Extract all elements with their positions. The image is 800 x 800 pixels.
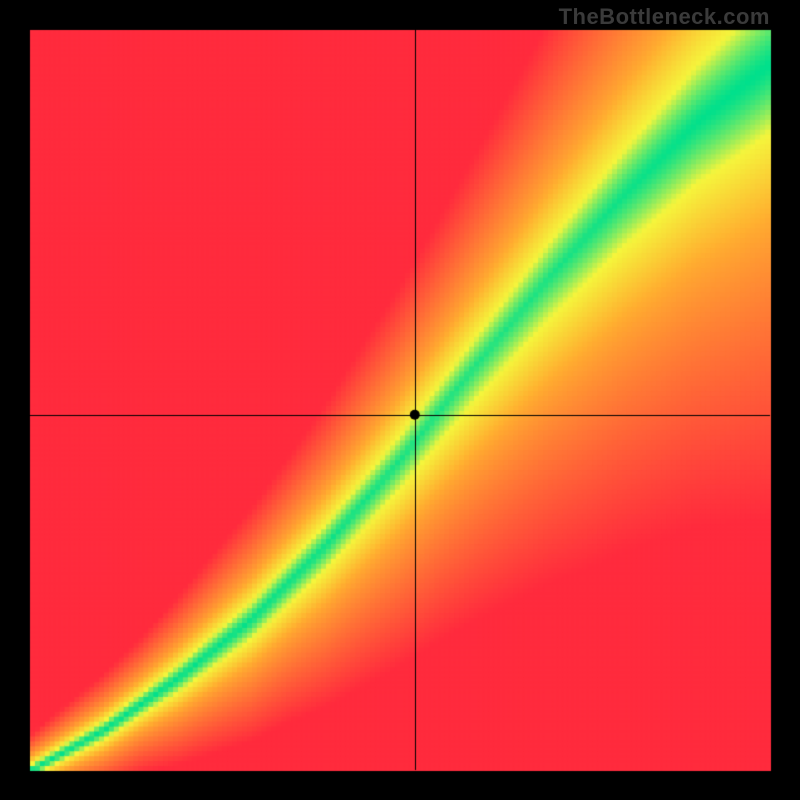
heatmap-canvas (0, 0, 800, 800)
chart-container: TheBottleneck.com (0, 0, 800, 800)
watermark-text: TheBottleneck.com (559, 4, 770, 30)
